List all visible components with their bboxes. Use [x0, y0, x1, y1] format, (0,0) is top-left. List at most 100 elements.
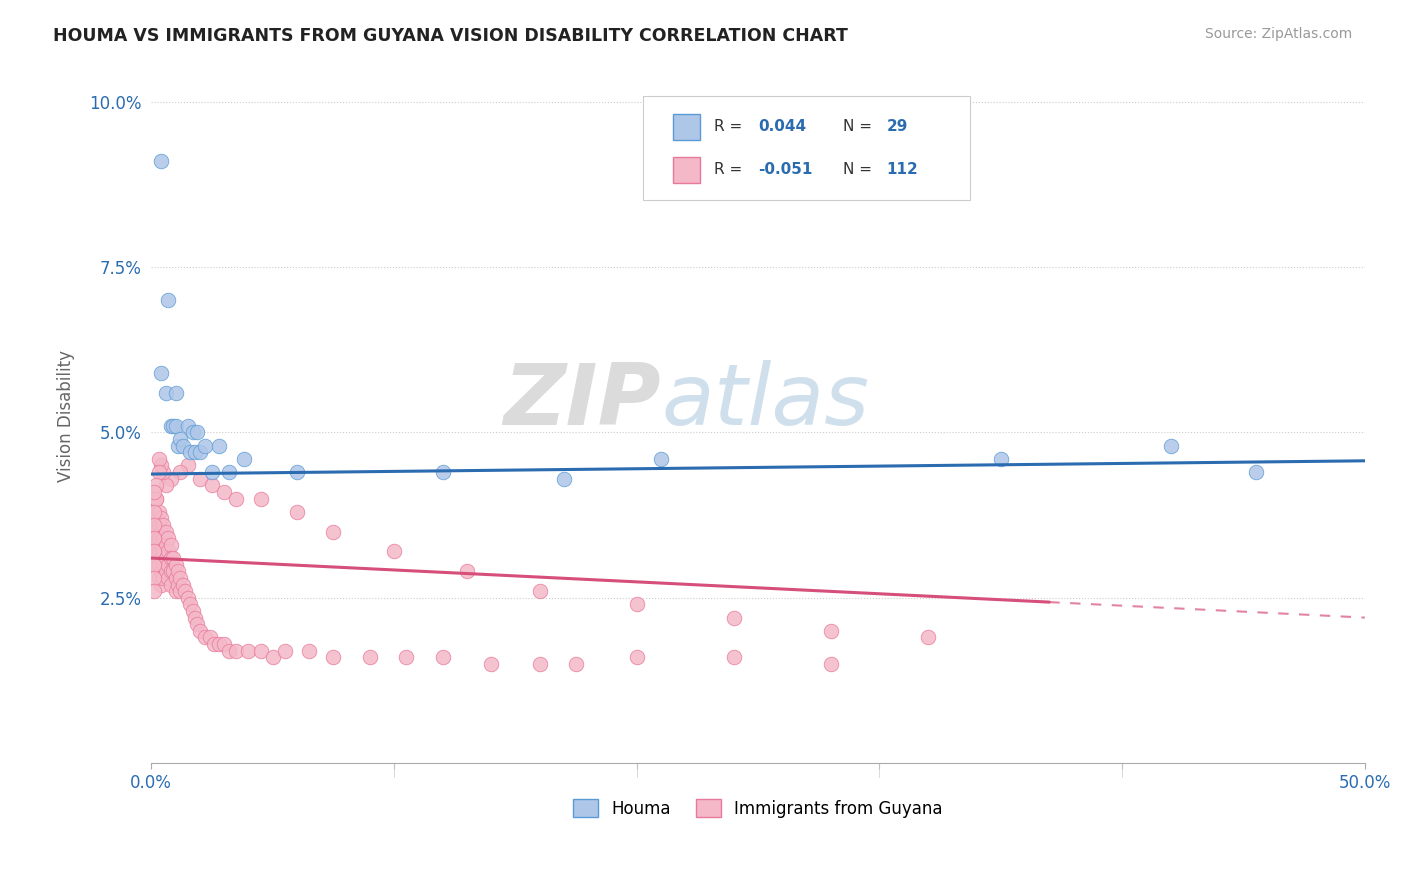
- Point: [186, 617, 208, 632]
- Point: [162, 418, 184, 433]
- FancyBboxPatch shape: [643, 96, 970, 201]
- Point: [626, 650, 648, 665]
- Point: [145, 558, 167, 572]
- Point: [298, 643, 321, 657]
- Point: [155, 551, 177, 566]
- Point: [145, 511, 167, 525]
- Point: [565, 657, 588, 671]
- Point: [152, 571, 174, 585]
- Point: [157, 571, 180, 585]
- Point: [395, 650, 418, 665]
- Y-axis label: Vision Disability: Vision Disability: [58, 350, 75, 482]
- Point: [142, 544, 165, 558]
- Point: [218, 465, 240, 479]
- Point: [359, 650, 381, 665]
- Point: [198, 631, 221, 645]
- Point: [184, 445, 207, 459]
- Point: [238, 643, 260, 657]
- Point: [150, 538, 173, 552]
- Point: [249, 491, 271, 506]
- Point: [159, 551, 181, 566]
- Point: [208, 637, 231, 651]
- Text: -0.051: -0.051: [758, 162, 813, 178]
- Point: [145, 551, 167, 566]
- Point: [145, 524, 167, 539]
- Point: [186, 425, 208, 440]
- Point: [201, 478, 224, 492]
- Point: [150, 511, 173, 525]
- Point: [322, 650, 344, 665]
- Point: [1160, 439, 1182, 453]
- Point: [188, 624, 211, 638]
- Point: [232, 451, 254, 466]
- Point: [188, 472, 211, 486]
- Point: [165, 385, 187, 400]
- Text: R =: R =: [714, 120, 748, 135]
- Point: [225, 491, 247, 506]
- Text: 112: 112: [887, 162, 918, 178]
- Text: HOUMA VS IMMIGRANTS FROM GUYANA VISION DISABILITY CORRELATION CHART: HOUMA VS IMMIGRANTS FROM GUYANA VISION D…: [53, 27, 848, 45]
- Point: [165, 558, 187, 572]
- Point: [150, 551, 173, 566]
- Point: [553, 472, 575, 486]
- Point: [202, 637, 225, 651]
- Point: [145, 491, 167, 506]
- Text: R =: R =: [714, 162, 748, 178]
- Point: [152, 544, 174, 558]
- Point: [150, 524, 173, 539]
- Point: [159, 538, 181, 552]
- Point: [155, 385, 177, 400]
- Point: [152, 465, 174, 479]
- Text: N =: N =: [844, 120, 877, 135]
- Point: [322, 524, 344, 539]
- Point: [148, 531, 170, 545]
- Point: [159, 472, 181, 486]
- Point: [142, 518, 165, 533]
- Point: [142, 505, 165, 519]
- Point: [148, 558, 170, 572]
- Point: [159, 577, 181, 591]
- Point: [172, 577, 194, 591]
- Point: [150, 458, 173, 473]
- Point: [145, 478, 167, 492]
- Point: [723, 610, 745, 624]
- Point: [212, 637, 235, 651]
- Point: [169, 584, 191, 599]
- Point: [162, 551, 184, 566]
- Point: [157, 293, 180, 307]
- Point: [194, 631, 217, 645]
- Point: [165, 418, 187, 433]
- Point: [174, 584, 197, 599]
- Point: [167, 577, 190, 591]
- Text: atlas: atlas: [661, 360, 869, 443]
- Point: [157, 531, 180, 545]
- Point: [148, 518, 170, 533]
- Point: [169, 432, 191, 446]
- Point: [155, 564, 177, 578]
- Point: [262, 650, 284, 665]
- Point: [285, 465, 308, 479]
- Point: [150, 366, 173, 380]
- Point: [176, 418, 198, 433]
- Text: 0.044: 0.044: [758, 120, 806, 135]
- Point: [142, 584, 165, 599]
- Point: [167, 439, 190, 453]
- Point: [150, 154, 173, 169]
- Point: [188, 445, 211, 459]
- Point: [162, 564, 184, 578]
- Point: [176, 458, 198, 473]
- Point: [165, 584, 187, 599]
- Point: [208, 439, 231, 453]
- Text: Source: ZipAtlas.com: Source: ZipAtlas.com: [1205, 27, 1353, 41]
- Point: [152, 531, 174, 545]
- Point: [148, 544, 170, 558]
- Point: [152, 558, 174, 572]
- Point: [142, 491, 165, 506]
- Text: ZIP: ZIP: [503, 360, 661, 443]
- Point: [152, 518, 174, 533]
- Point: [142, 531, 165, 545]
- Point: [142, 544, 165, 558]
- Point: [382, 544, 405, 558]
- Point: [148, 505, 170, 519]
- Point: [150, 564, 173, 578]
